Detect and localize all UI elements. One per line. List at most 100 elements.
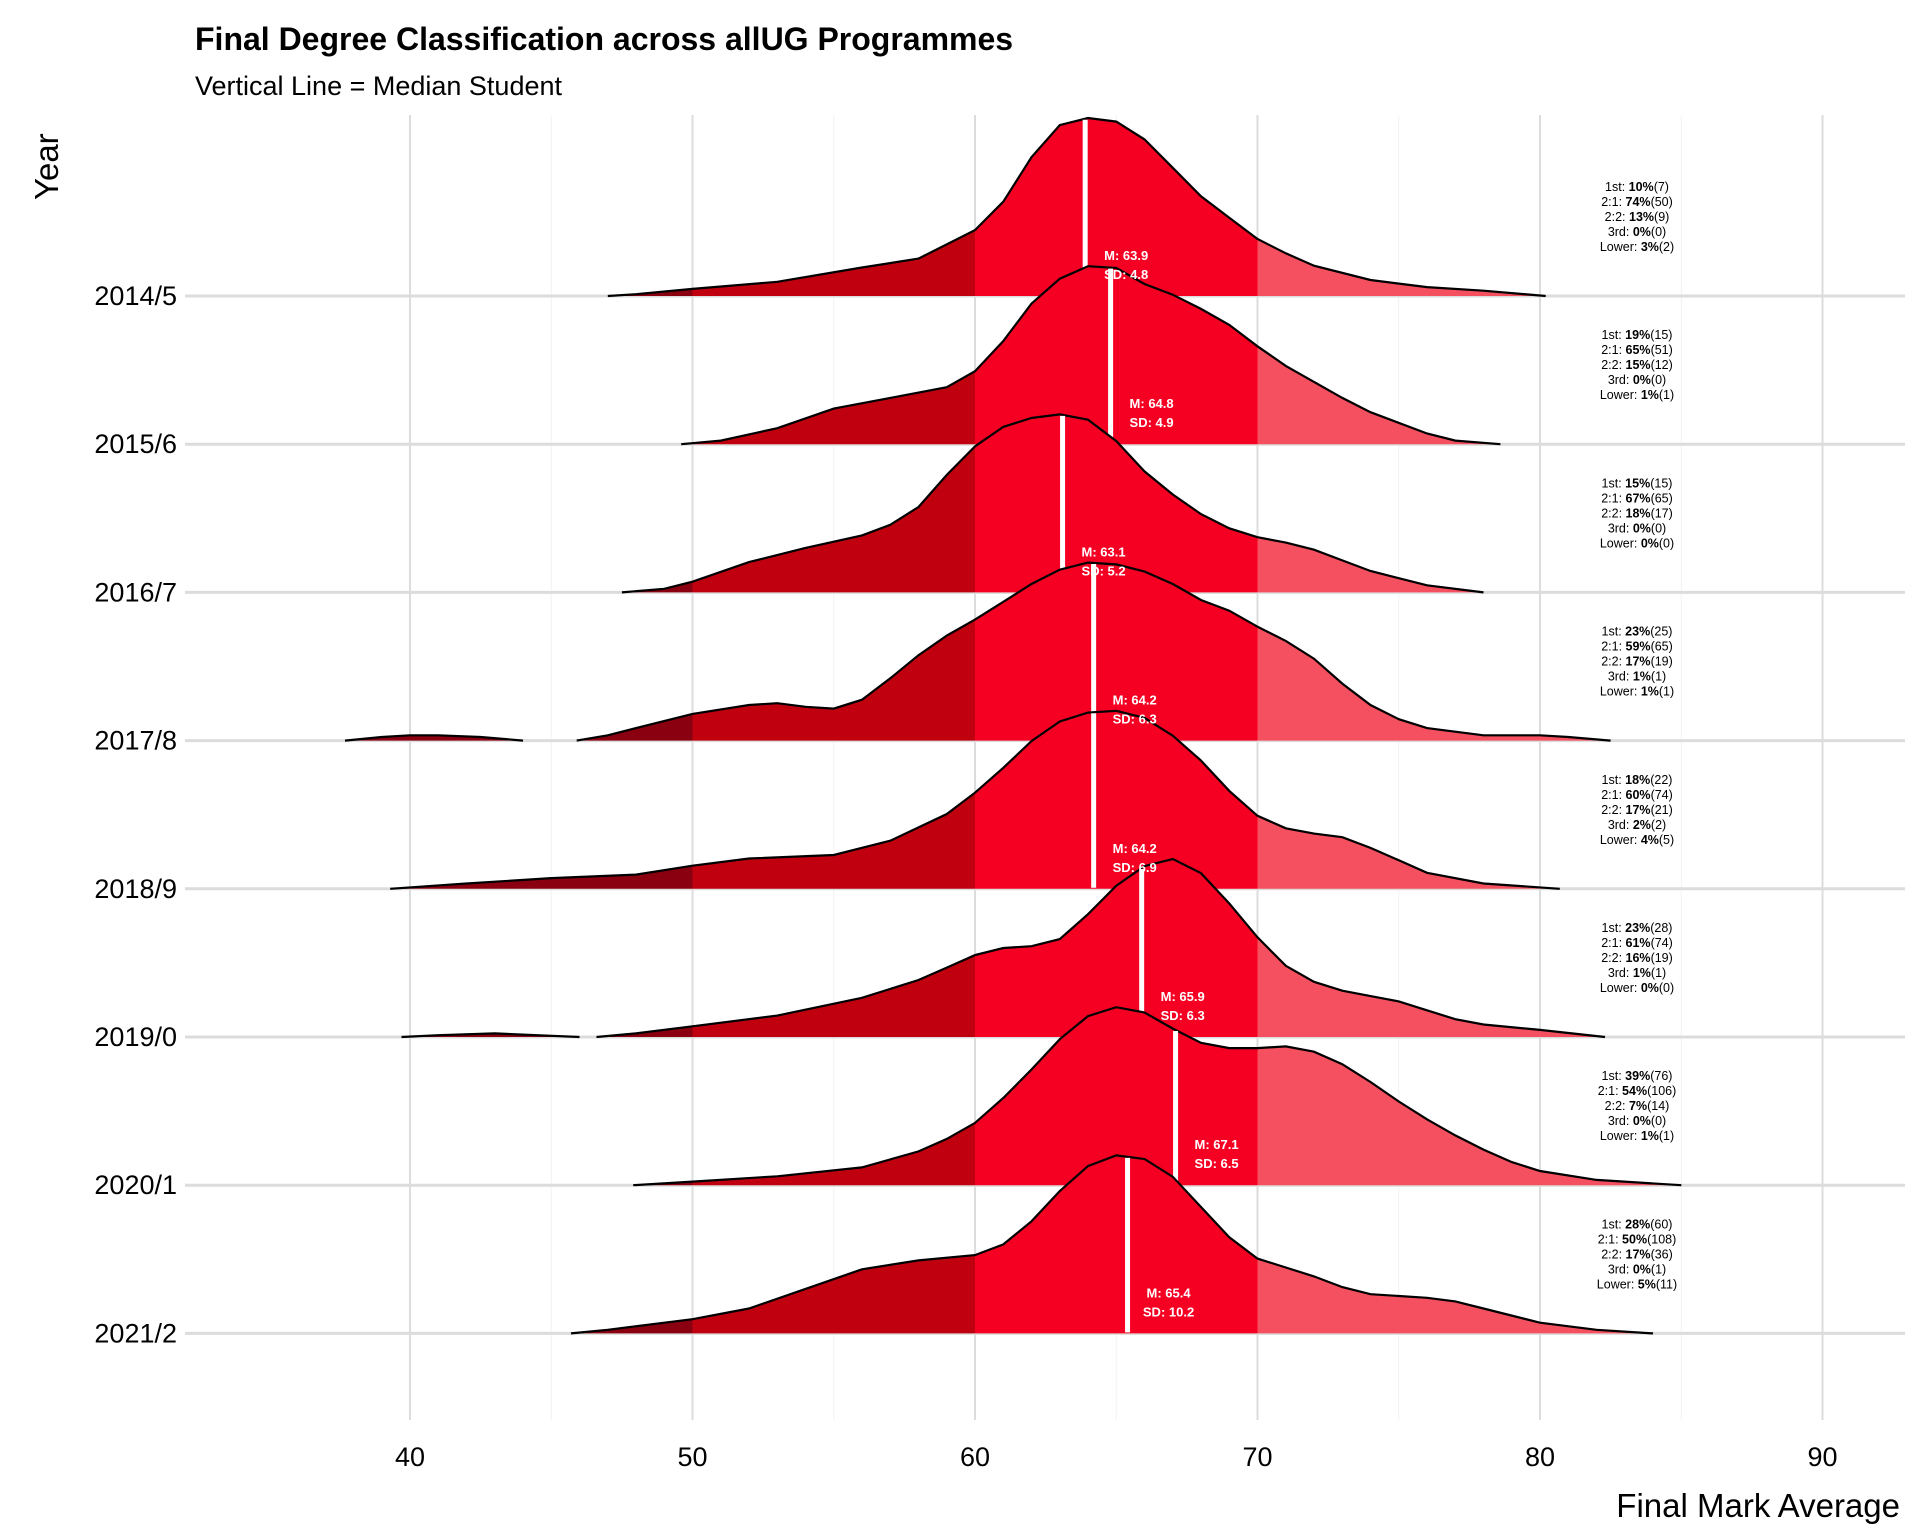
class-breakdown-line: Lower: 1%(1) <box>1600 685 1674 699</box>
class-name: 1st: <box>1602 1217 1626 1231</box>
class-count: (1) <box>1651 966 1666 980</box>
class-breakdown-line: 2:2: 17%(21) <box>1601 803 1673 817</box>
class-name: 2:1: <box>1601 788 1625 802</box>
class-breakdown-line: 1st: 39%(76) <box>1602 1069 1673 1083</box>
median-stat-label: M: 64.2 <box>1113 841 1157 856</box>
class-count: (7) <box>1654 180 1669 194</box>
class-count: (0) <box>1659 536 1674 550</box>
class-count: (11) <box>1656 1277 1677 1291</box>
class-breakdown-line: Lower: 0%(0) <box>1600 981 1674 995</box>
class-breakdown-line: 2:1: 50%(108) <box>1598 1232 1677 1246</box>
class-breakdown-line: 2:1: 67%(65) <box>1601 491 1673 505</box>
class-percent: 17% <box>1626 803 1651 817</box>
x-tick-label: 50 <box>677 1442 707 1472</box>
class-breakdown-line: 2:1: 54%(106) <box>1598 1084 1677 1098</box>
class-percent: 2% <box>1633 818 1651 832</box>
class-percent: 1% <box>1641 388 1659 402</box>
year-label: 2019/0 <box>94 1022 177 1052</box>
class-name: 3rd: <box>1608 818 1633 832</box>
x-tick-label: 70 <box>1242 1442 1272 1472</box>
class-percent: 13% <box>1629 210 1654 224</box>
class-breakdown-line: Lower: 1%(1) <box>1600 1129 1674 1143</box>
class-breakdown-line: 2:2: 17%(19) <box>1601 655 1673 669</box>
class-percent: 50% <box>1622 1232 1647 1246</box>
class-count: (74) <box>1651 788 1673 802</box>
median-stat-label: M: 64.8 <box>1130 396 1174 411</box>
class-count: (0) <box>1651 373 1666 387</box>
class-name: 1st: <box>1602 476 1626 490</box>
year-label: 2015/6 <box>94 429 177 459</box>
class-name: 2:2: <box>1601 655 1625 669</box>
class-percent: 1% <box>1641 1129 1659 1143</box>
class-breakdown-line: 1st: 23%(25) <box>1602 625 1673 639</box>
class-count: (19) <box>1651 951 1673 965</box>
class-name: Lower: <box>1600 388 1641 402</box>
class-percent: 61% <box>1626 936 1651 950</box>
sd-stat-label: SD: 10.2 <box>1143 1304 1194 1319</box>
class-breakdown-line: 1st: 15%(15) <box>1602 476 1673 490</box>
ridge-outline <box>596 857 1606 1039</box>
class-name: Lower: <box>1597 1277 1638 1291</box>
ridge-outline <box>621 413 1484 594</box>
ridge-bands <box>401 1033 580 1037</box>
class-name: 2:1: <box>1601 195 1625 209</box>
year-label: 2021/2 <box>94 1318 177 1348</box>
class-percent: 0% <box>1633 1262 1651 1276</box>
class-name: 1st: <box>1602 773 1626 787</box>
class-percent: 23% <box>1625 625 1650 639</box>
class-breakdown-line: 2:1: 74%(50) <box>1601 195 1673 209</box>
class-percent: 59% <box>1626 640 1651 654</box>
class-name: 2:1: <box>1598 1084 1622 1098</box>
class-breakdown-line: 2:2: 17%(36) <box>1601 1247 1673 1261</box>
class-breakdown-line: 2:1: 61%(74) <box>1601 936 1673 950</box>
class-breakdown-line: Lower: 1%(1) <box>1600 388 1674 402</box>
class-percent: 28% <box>1625 1217 1650 1231</box>
class-count: (17) <box>1651 506 1673 520</box>
class-name: 2:1: <box>1601 640 1625 654</box>
class-count: (19) <box>1651 655 1673 669</box>
class-count: (25) <box>1650 625 1672 639</box>
class-count: (1) <box>1659 388 1674 402</box>
class-percent: 17% <box>1626 1247 1651 1261</box>
ridge-band <box>345 735 523 741</box>
class-count: (22) <box>1650 773 1672 787</box>
class-name: Lower: <box>1600 240 1641 254</box>
class-percent: 54% <box>1622 1084 1647 1098</box>
class-count: (36) <box>1651 1247 1673 1261</box>
class-percent: 67% <box>1626 491 1651 505</box>
class-count: (2) <box>1659 240 1674 254</box>
median-stat-label: M: 65.4 <box>1147 1285 1192 1300</box>
class-count: (28) <box>1650 921 1672 935</box>
class-count: (106) <box>1647 1084 1676 1098</box>
class-breakdown-line: 3rd: 0%(0) <box>1608 373 1666 387</box>
class-percent: 16% <box>1626 951 1651 965</box>
class-name: Lower: <box>1600 981 1641 995</box>
class-percent: 39% <box>1625 1069 1650 1083</box>
median-stat-label: M: 63.1 <box>1082 544 1126 559</box>
class-percent: 15% <box>1626 358 1651 372</box>
ridge-band <box>401 1033 580 1037</box>
class-breakdown-line: 3rd: 0%(0) <box>1608 225 1666 239</box>
ridge-outline <box>607 116 1546 298</box>
class-count: (12) <box>1651 358 1673 372</box>
year-label: 2017/8 <box>94 726 177 756</box>
class-name: 2:1: <box>1601 491 1625 505</box>
class-count: (60) <box>1650 1217 1672 1231</box>
chart-subtitle: Vertical Line = Median Student <box>195 71 562 101</box>
class-name: 1st: <box>1602 328 1626 342</box>
median-stat-label: M: 67.1 <box>1195 1137 1239 1152</box>
class-name: 2:2: <box>1601 1247 1625 1261</box>
class-count: (65) <box>1651 640 1673 654</box>
ridge-outline <box>576 561 1611 742</box>
class-breakdown-line: 2:1: 65%(51) <box>1601 343 1673 357</box>
class-percent: 65% <box>1626 343 1651 357</box>
year-label: 2020/1 <box>94 1170 177 1200</box>
class-count: (51) <box>1651 343 1673 357</box>
class-breakdown-line: 3rd: 1%(1) <box>1608 670 1666 684</box>
class-count: (1) <box>1659 685 1674 699</box>
class-breakdown-line: 2:2: 15%(12) <box>1601 358 1673 372</box>
class-percent: 0% <box>1633 373 1651 387</box>
class-name: 2:2: <box>1605 210 1629 224</box>
class-name: 1st: <box>1602 921 1626 935</box>
class-percent: 0% <box>1633 225 1651 239</box>
